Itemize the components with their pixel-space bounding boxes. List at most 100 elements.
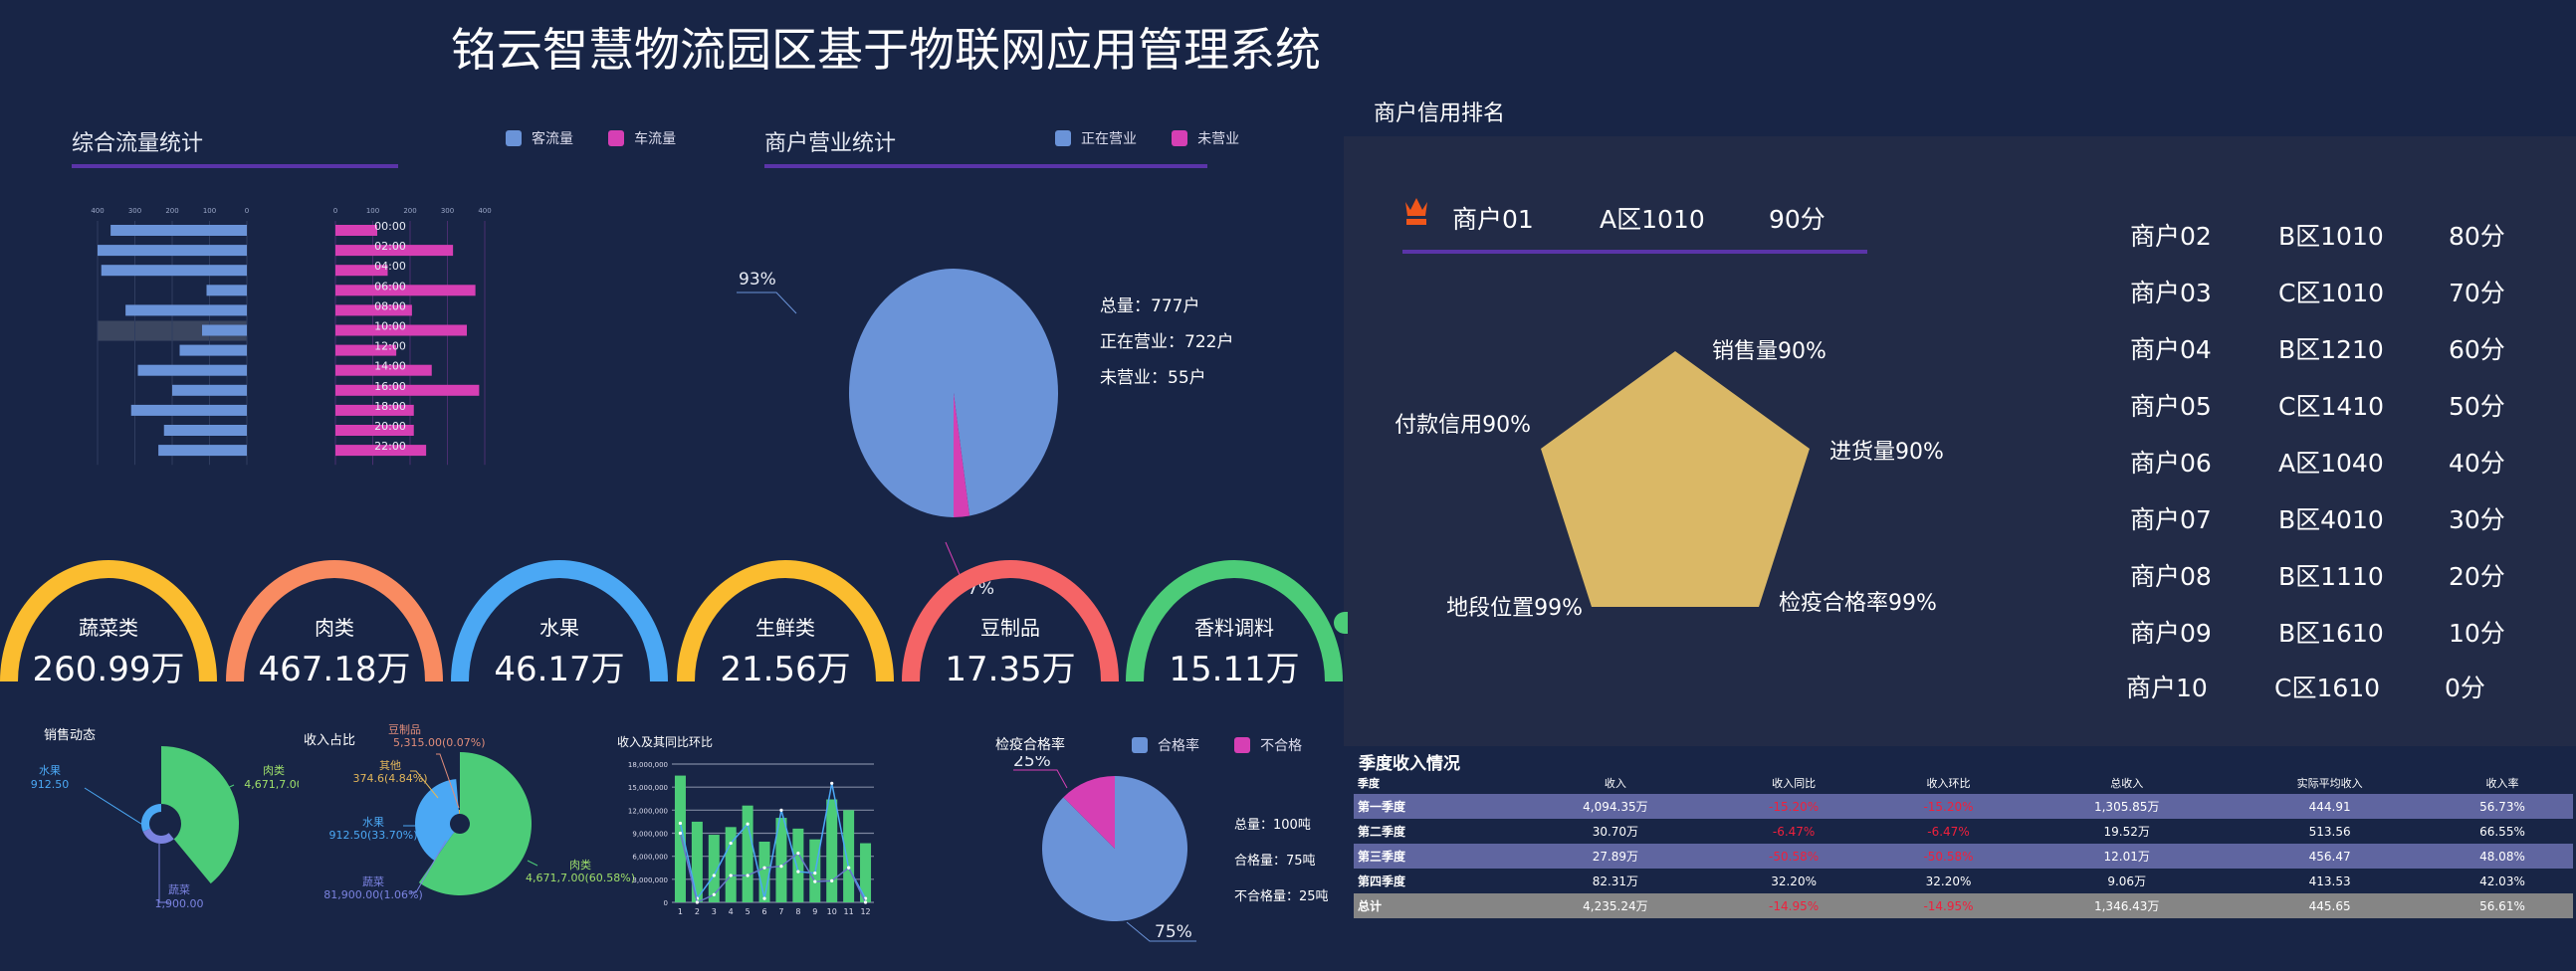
radar-area: [1541, 351, 1810, 607]
table-row: 第二季度 30.70万 -6.47% -6.47% 19.52万 513.56 66.55%: [1354, 819, 2573, 844]
tick-label: 200: [403, 207, 416, 215]
bar-passenger: [206, 285, 247, 296]
bar-passenger: [130, 404, 247, 416]
bar: [826, 799, 838, 902]
y-tick-label: 15,000,000: [628, 784, 668, 792]
bar: [674, 775, 686, 902]
quarantine-pie: 25% 75%: [1013, 756, 1196, 942]
radar-axis-label: 进货量90%: [1829, 440, 1944, 465]
line-point: [746, 822, 750, 826]
bar-vehicle: [335, 265, 388, 277]
rank-name: 商户10: [2126, 674, 2208, 702]
table-row: 第一季度 4,094.35万 -15.20% -15.20% 1,305.85万 444.…: [1354, 794, 2573, 819]
bar: [725, 827, 737, 902]
y-tick-label: 18,000,000: [628, 761, 668, 769]
table-cell: -50.58%: [1870, 844, 2027, 869]
legend-label: 合格率: [1158, 737, 1199, 754]
bar: [742, 805, 753, 902]
column-header: 收入率: [2485, 777, 2519, 790]
column-header: 季度: [1358, 777, 1380, 790]
data-label-name: 蔬菜: [362, 875, 384, 888]
radar-axis-label: 付款信用90%: [1395, 413, 1531, 438]
radar-axis-label: 地段位置99%: [1446, 596, 1583, 621]
series-line: [679, 783, 867, 900]
income-share-title: 收入占比: [304, 733, 356, 748]
legend-swatch-passenger: [506, 129, 522, 146]
time-label: 06:00: [374, 280, 406, 292]
table-cell: 第一季度: [1354, 794, 1515, 819]
label-line: [84, 787, 145, 827]
x-tick-label: 12: [860, 907, 870, 916]
income-trend-title: 收入及其同比环比: [617, 735, 714, 749]
column-header: 实际平均收入: [2296, 777, 2363, 790]
table-row: 第三季度 27.89万 -50.58% -50.58% 12.01万 456.47 48.0…: [1354, 844, 2573, 869]
bar-vehicle: [335, 404, 414, 416]
bar-vehicle: [335, 364, 432, 376]
table-cell: 4,094.35万: [1514, 794, 1717, 819]
x-tick-label: 4: [729, 907, 734, 916]
table-header: 季度 收入 收入同比 收入环比 总收入 实际平均收入 收入率: [1354, 772, 2573, 794]
time-label: 00:00: [374, 220, 406, 233]
bar-passenger: [163, 425, 247, 436]
stat-closed: 未营业：55户: [1100, 368, 1206, 388]
sales-title: 销售动态: [44, 728, 97, 743]
gauge-arc: [0, 560, 217, 682]
line-point: [779, 865, 783, 869]
legend-swatch-pass: [1132, 736, 1148, 753]
table-cell: 1,305.85万: [2026, 794, 2229, 819]
column-header: 总收入: [2110, 777, 2144, 790]
merchant-status-stats: 总量：777户 正在营业：722户 未营业：55户: [1100, 289, 1233, 396]
rank-name: 商户07: [2130, 505, 2212, 534]
line-point: [712, 892, 716, 896]
gauge-2: 水果 46.17万: [451, 557, 668, 689]
legend-label: 正在营业: [1081, 130, 1137, 147]
rank-score: 30分: [2449, 505, 2505, 534]
radar-axis-label: 销售量90%: [1712, 339, 1826, 364]
line-point: [863, 900, 868, 904]
table-cell: 总计: [1354, 893, 1515, 918]
data-label-name: 肉类: [569, 858, 591, 872]
pie-slice-open: [849, 269, 1058, 517]
line-point: [796, 870, 800, 874]
line-point: [813, 879, 817, 883]
gauge-value: 21.56万: [720, 650, 851, 689]
label-line: [220, 784, 235, 792]
bar: [843, 810, 855, 902]
y-tick-label: 12,000,000: [628, 807, 668, 815]
rank-name: 商户03: [2130, 279, 2212, 307]
table-cell: 513.56: [2308, 824, 2351, 839]
stat-open: 正在营业：722户: [1100, 332, 1234, 352]
line-point: [678, 821, 683, 826]
table-cell: 42.03%: [2479, 874, 2525, 888]
bar-passenger: [101, 265, 247, 277]
pie-slice-fail: [1063, 776, 1115, 849]
bar-vehicle: [335, 324, 467, 336]
gauge-value: 46.17万: [494, 650, 625, 689]
rank-zone: C区1610: [2274, 674, 2381, 702]
table-cell: 32.20%: [1925, 874, 1972, 888]
bar-passenger: [125, 304, 247, 316]
x-tick-label: 7: [778, 907, 783, 916]
table-cell: 444.91: [2228, 794, 2432, 819]
tick-label: 0: [245, 207, 249, 215]
time-label: 04:00: [374, 260, 406, 273]
time-label: 18:00: [374, 400, 406, 413]
table-cell: 1,346.43万: [2026, 893, 2229, 918]
line-point: [712, 874, 716, 877]
data-label-name: 豆制品: [388, 723, 421, 736]
data-label-name: 蔬菜: [168, 883, 190, 896]
bar-vehicle: [335, 425, 414, 436]
top-merchant-zone: A区1010: [1600, 205, 1705, 234]
x-tick-label: 6: [761, 907, 766, 916]
table-cell: 56.73%: [2431, 794, 2573, 819]
bar-vehicle: [335, 285, 476, 296]
bar: [758, 841, 770, 902]
bar: [792, 828, 804, 902]
gauge-value: 467.18万: [258, 650, 411, 689]
data-label-name: 水果: [39, 764, 61, 777]
label-line: [737, 291, 797, 314]
bar-vehicle: [335, 384, 480, 396]
stat-total: 总量：100吨: [1234, 818, 1311, 833]
gauge-value: 17.35万: [945, 650, 1076, 689]
tick-label: 0: [333, 207, 337, 215]
